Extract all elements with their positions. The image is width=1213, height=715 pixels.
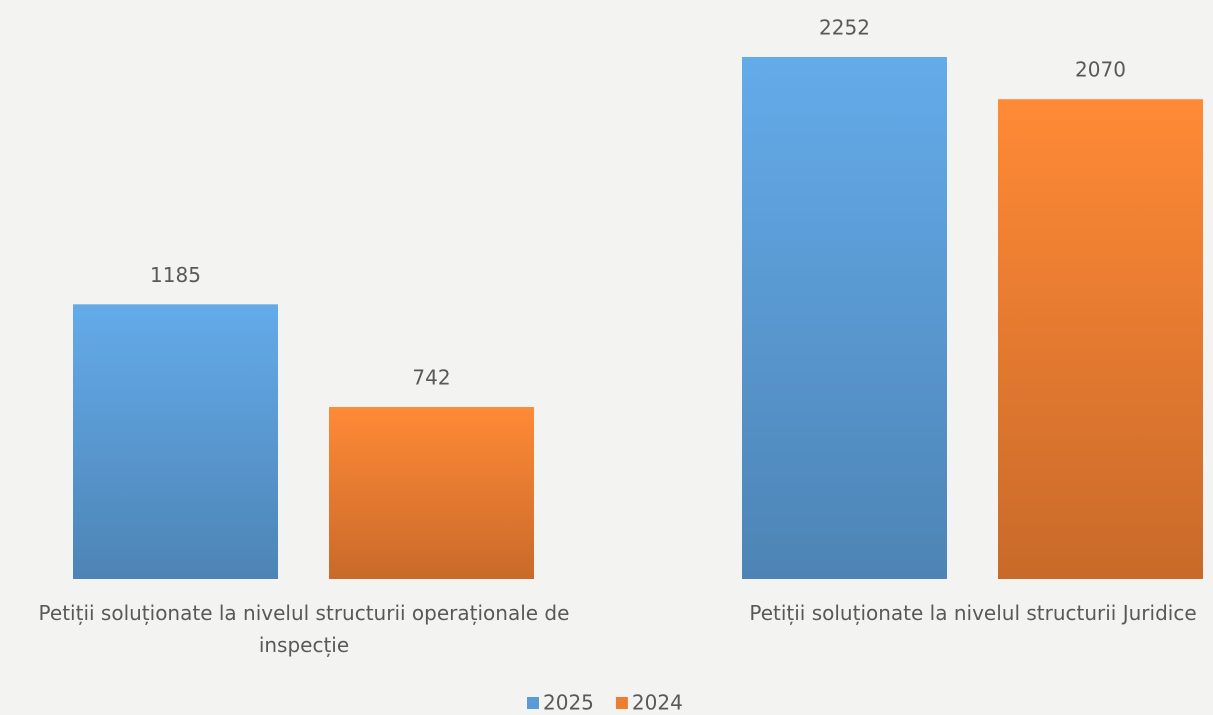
data-label: 2070	[1075, 58, 1126, 82]
data-label: 1185	[150, 263, 201, 287]
category-label: Petiții soluționate la nivelul structuri…	[663, 597, 1213, 629]
bar	[742, 57, 947, 579]
legend-label: 2024	[632, 691, 683, 715]
data-label: 742	[412, 366, 450, 390]
category-label: Petiții soluționate la nivelul structuri…	[0, 597, 614, 661]
bar	[329, 407, 534, 579]
bar	[998, 99, 1203, 579]
data-label: 2252	[819, 16, 870, 40]
legend-swatch	[527, 697, 539, 709]
legend-label: 2025	[543, 691, 594, 715]
legend-swatch	[616, 697, 628, 709]
bar	[73, 304, 278, 579]
chart: 1185 742 2252 2070 2025 2024 Petiții soluțion…	[0, 0, 1213, 715]
